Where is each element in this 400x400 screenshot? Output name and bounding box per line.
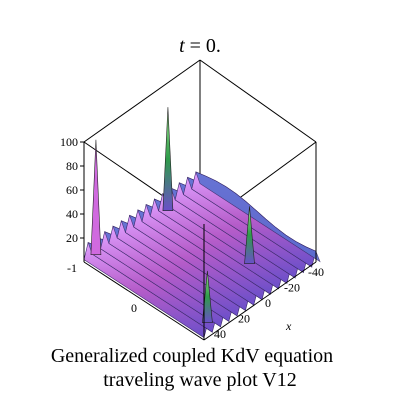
surface-ridge-shadow [195,171,321,263]
z-tick-label: 60 [66,183,78,197]
y-axis: -1 0 [67,261,137,315]
caption-line-1: Generalized coupled KdV equation [51,345,333,367]
x-tick-label: 0 [265,296,271,310]
surface-mesh [83,107,321,339]
x-tick-label: 40 [214,327,226,341]
x-tick-label: -40 [308,265,324,279]
y-tick-label: 0 [131,301,137,315]
z-tick-label: 100 [60,135,78,149]
z-axis: 20 40 60 80 100 [60,135,84,245]
caption-line-2: traveling wave plot V12 [103,369,296,391]
surface-spike [202,270,213,323]
surface-spike [162,107,174,211]
z-tick-label: 20 [66,231,78,245]
z-tick-label: 40 [66,207,78,221]
bounding-box-front [83,142,317,341]
x-axis: -40 -20 0 20 40 [214,265,324,341]
y-tick-label: -1 [67,261,77,275]
x-axis-label: x [285,319,292,333]
title-variable: t [179,35,185,57]
z-tick-label: 80 [66,159,78,173]
x-tick-label: -20 [284,281,300,295]
chart-title: t = 0. [179,35,221,57]
x-tick-label: 20 [238,312,250,326]
surface-spike [90,139,102,256]
surface-spike [244,206,255,265]
title-value: = 0. [185,35,221,57]
